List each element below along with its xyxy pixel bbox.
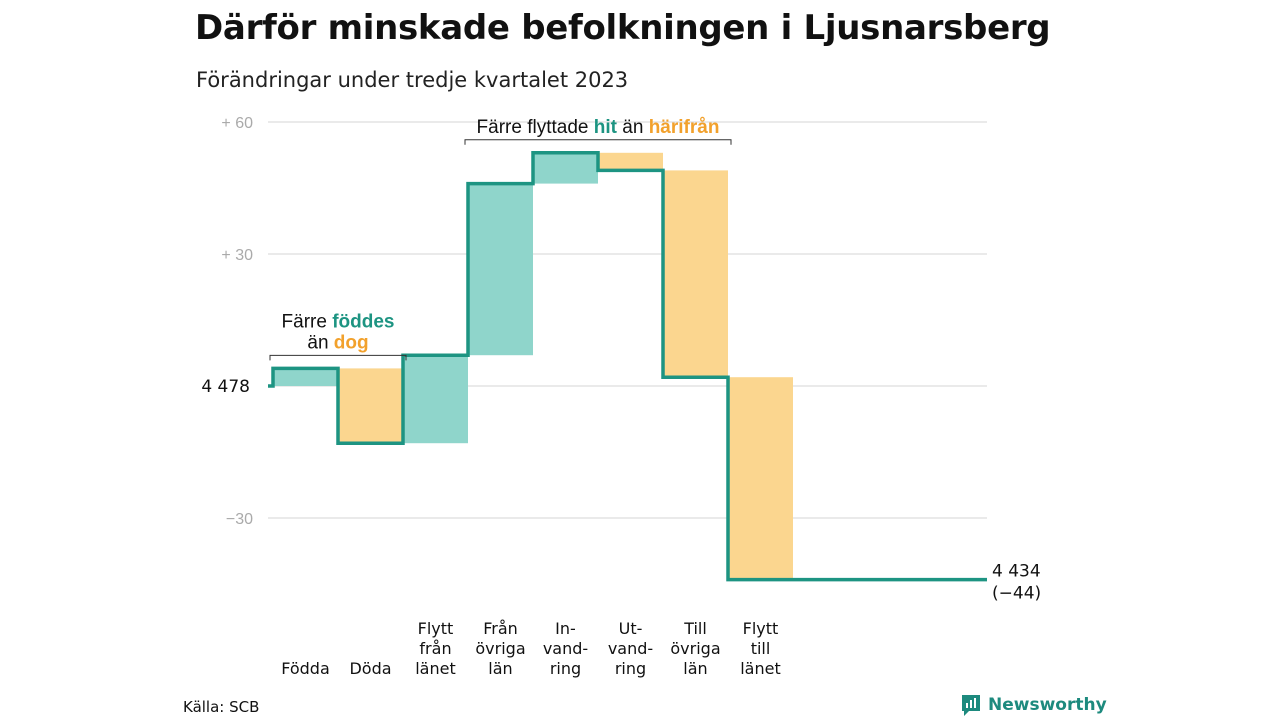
annotation-bracket — [269, 354, 407, 361]
category-label: län — [683, 659, 707, 678]
category-label: övriga — [670, 639, 720, 658]
category-label: län — [488, 659, 512, 678]
waterfall-bar — [598, 152, 663, 171]
waterfall-bar — [338, 368, 403, 444]
category-label: övriga — [475, 639, 525, 658]
annotation-span: än — [307, 332, 333, 353]
source-note: Källa: SCB — [183, 698, 260, 716]
category-label: In- — [555, 619, 576, 638]
category-label: ring — [550, 659, 581, 678]
annotation-bracket — [464, 139, 732, 145]
brand-name: Newsworthy — [988, 695, 1107, 715]
annotation-span: hit — [594, 117, 618, 138]
waterfall-bar — [468, 183, 533, 356]
category-label: vand- — [543, 639, 588, 658]
annotation-span: föddes — [332, 311, 394, 332]
brand-logo: Newsworthy — [960, 693, 1107, 717]
waterfall-bar — [403, 355, 468, 444]
end-value-label: 4 434 — [992, 562, 1041, 582]
annotation-span: Färre flyttade — [477, 117, 594, 138]
category-label: Flytt — [418, 619, 454, 638]
category-label: länet — [740, 659, 781, 678]
category-label: ring — [615, 659, 646, 678]
category-label: Flytt — [743, 619, 779, 638]
y-tick-label: + 30 — [221, 247, 253, 264]
category-label: länet — [415, 659, 456, 678]
category-label: Till — [683, 619, 707, 638]
chart-title: Därför minskade befolkningen i Ljusnarsb… — [195, 8, 1051, 48]
category-label: Ut- — [619, 619, 643, 638]
category-label: till — [751, 639, 771, 658]
y-tick-label: + 60 — [221, 115, 253, 132]
annotation-text: än dog — [307, 332, 368, 353]
category-label: Döda — [349, 659, 391, 678]
category-label: Födda — [281, 659, 330, 678]
cumulative-step-line — [268, 151, 987, 582]
chart-subtitle: Förändringar under tredje kvartalet 2023 — [196, 68, 629, 92]
category-label: vand- — [608, 639, 653, 658]
annotation-text: Färre flyttade hit än härifrån — [477, 117, 720, 138]
end-change-label: (−44) — [992, 584, 1041, 604]
annotation-span: härifrån — [649, 117, 720, 138]
start-value-label: 4 478 — [201, 377, 250, 397]
newsworthy-logo-icon — [962, 695, 980, 716]
annotation-span: dog — [334, 332, 369, 353]
category-label: Från — [483, 619, 518, 638]
annotation-span: Färre — [282, 311, 333, 332]
waterfall-bar — [273, 368, 338, 386]
waterfall-bar — [663, 170, 728, 378]
annotation-text: Färre föddes — [282, 311, 395, 332]
y-tick-label: −30 — [226, 511, 253, 528]
waterfall-bar — [533, 152, 598, 184]
annotation-span: än — [617, 117, 649, 138]
category-label: från — [419, 639, 451, 658]
waterfall-bar — [728, 377, 793, 580]
